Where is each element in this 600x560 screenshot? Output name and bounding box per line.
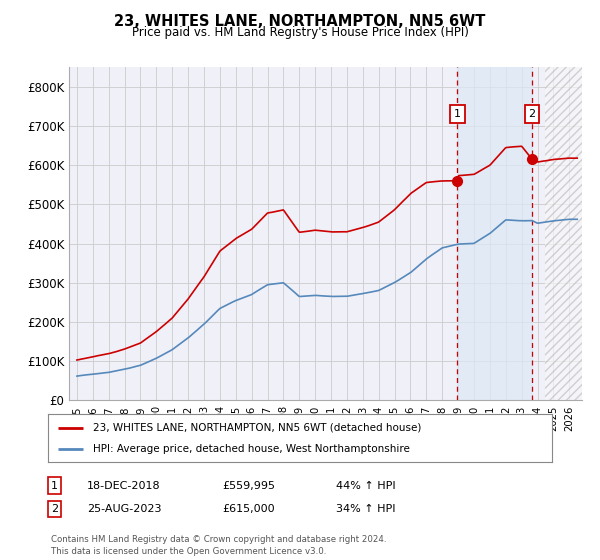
Text: 2: 2 — [51, 504, 58, 514]
Bar — [545, 67, 582, 400]
Text: £615,000: £615,000 — [222, 504, 275, 514]
Text: 1: 1 — [454, 109, 461, 119]
Text: Price paid vs. HM Land Registry's House Price Index (HPI): Price paid vs. HM Land Registry's House … — [131, 26, 469, 39]
Bar — [545, 67, 582, 400]
Text: 23, WHITES LANE, NORTHAMPTON, NN5 6WT (detached house): 23, WHITES LANE, NORTHAMPTON, NN5 6WT (d… — [94, 423, 422, 433]
Text: 34% ↑ HPI: 34% ↑ HPI — [336, 504, 395, 514]
Text: Contains HM Land Registry data © Crown copyright and database right 2024.
This d: Contains HM Land Registry data © Crown c… — [51, 535, 386, 556]
Text: 23, WHITES LANE, NORTHAMPTON, NN5 6WT: 23, WHITES LANE, NORTHAMPTON, NN5 6WT — [115, 14, 485, 29]
Text: HPI: Average price, detached house, West Northamptonshire: HPI: Average price, detached house, West… — [94, 444, 410, 454]
Text: 1: 1 — [51, 480, 58, 491]
Text: £559,995: £559,995 — [222, 480, 275, 491]
Text: 44% ↑ HPI: 44% ↑ HPI — [336, 480, 395, 491]
Text: 18-DEC-2018: 18-DEC-2018 — [87, 480, 161, 491]
Text: 2: 2 — [529, 109, 536, 119]
Bar — [457, 67, 532, 400]
Text: 25-AUG-2023: 25-AUG-2023 — [87, 504, 161, 514]
